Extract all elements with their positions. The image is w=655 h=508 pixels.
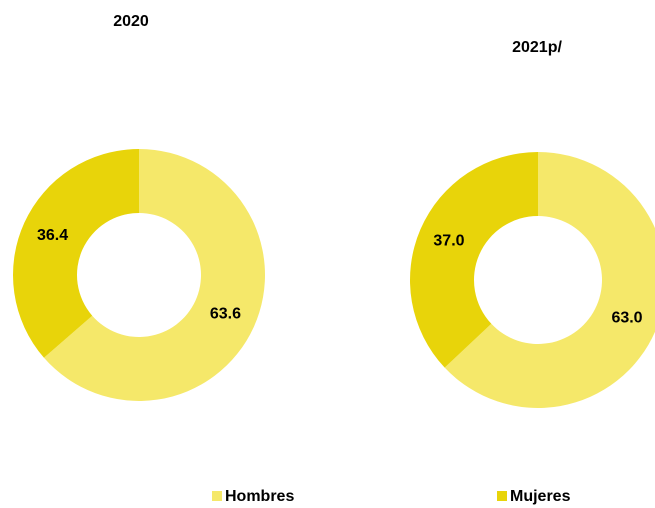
chart-title: 2021p/ [512,39,562,56]
donut-slice [410,152,538,368]
donut-slice [43,149,265,401]
legend-label: Mujeres [510,488,571,505]
legend-swatch [212,491,222,501]
data-label: 63.6 [210,306,241,323]
data-label: 36.4 [37,227,68,244]
data-label: 37.0 [433,233,464,250]
chart-title: 2020 [113,13,149,30]
donut-slice [12,149,139,358]
data-label: 63.0 [611,310,642,327]
donut-slice [444,152,655,408]
legend-swatch [497,491,507,501]
legend-label: Hombres [225,488,294,505]
